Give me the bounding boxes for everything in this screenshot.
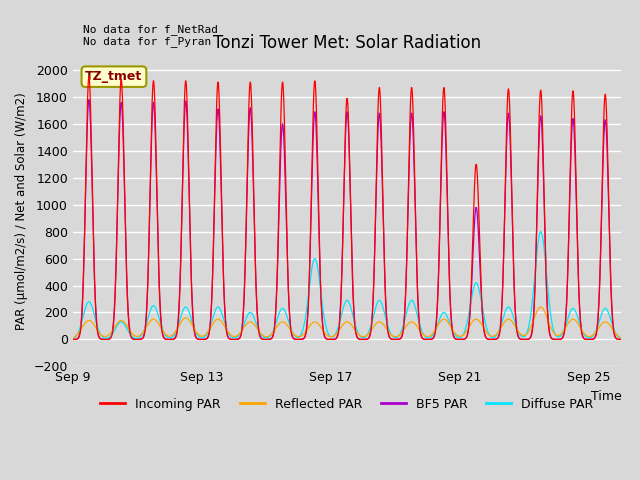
Text: No data for f_NetRad
No data for f_Pyran: No data for f_NetRad No data for f_Pyran <box>83 24 218 48</box>
Title: Tonzi Tower Met: Solar Radiation: Tonzi Tower Met: Solar Radiation <box>213 34 481 52</box>
Text: TZ_tmet: TZ_tmet <box>85 70 143 83</box>
Legend: Incoming PAR, Reflected PAR, BF5 PAR, Diffuse PAR: Incoming PAR, Reflected PAR, BF5 PAR, Di… <box>95 393 598 416</box>
Y-axis label: PAR (μmol/m2/s) / Net and Solar (W/m2): PAR (μmol/m2/s) / Net and Solar (W/m2) <box>15 93 28 330</box>
X-axis label: Time: Time <box>591 390 621 403</box>
